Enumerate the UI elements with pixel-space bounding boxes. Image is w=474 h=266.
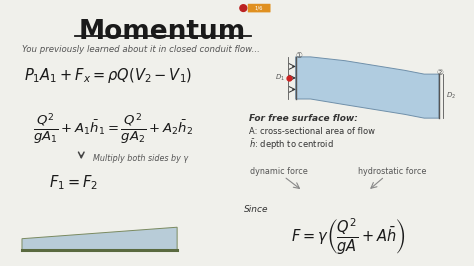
- Text: $P_1A_1 + F_x = \rho Q(V_2 - V_1)$: $P_1A_1 + F_x = \rho Q(V_2 - V_1)$: [24, 66, 192, 85]
- Text: dynamic force: dynamic force: [250, 167, 308, 176]
- Polygon shape: [296, 57, 439, 118]
- Text: Momentum: Momentum: [79, 19, 246, 45]
- Text: For free surface flow:: For free surface flow:: [249, 114, 358, 123]
- Text: $D_2$: $D_2$: [446, 91, 456, 101]
- Text: Since: Since: [244, 205, 269, 214]
- Text: Multiply both sides by γ: Multiply both sides by γ: [93, 155, 188, 164]
- Text: ②: ②: [437, 68, 444, 77]
- Circle shape: [240, 5, 247, 11]
- Polygon shape: [22, 227, 177, 250]
- Text: You previously learned about it in closed conduit flow...: You previously learned about it in close…: [22, 45, 260, 55]
- FancyBboxPatch shape: [248, 4, 271, 13]
- Text: ①: ①: [295, 51, 302, 60]
- Text: hydrostatic force: hydrostatic force: [358, 167, 427, 176]
- Text: $D_1$: $D_1$: [275, 73, 285, 83]
- Text: $\dfrac{Q^2}{gA_1} + A_1\bar{h}_1 = \dfrac{Q^2}{gA_2} + A_2\bar{h}_2$: $\dfrac{Q^2}{gA_1} + A_1\bar{h}_1 = \dfr…: [33, 111, 193, 146]
- Text: $F = \gamma\left(\dfrac{Q^2}{gA} + A\bar{h}\right)$: $F = \gamma\left(\dfrac{Q^2}{gA} + A\bar…: [291, 217, 405, 257]
- Text: $\bar{h}$: depth to centroid: $\bar{h}$: depth to centroid: [249, 137, 334, 152]
- Text: A: cross-sectional area of flow: A: cross-sectional area of flow: [249, 127, 375, 136]
- Text: $F_1 = F_2$: $F_1 = F_2$: [49, 174, 98, 192]
- Text: 1/6: 1/6: [255, 6, 264, 11]
